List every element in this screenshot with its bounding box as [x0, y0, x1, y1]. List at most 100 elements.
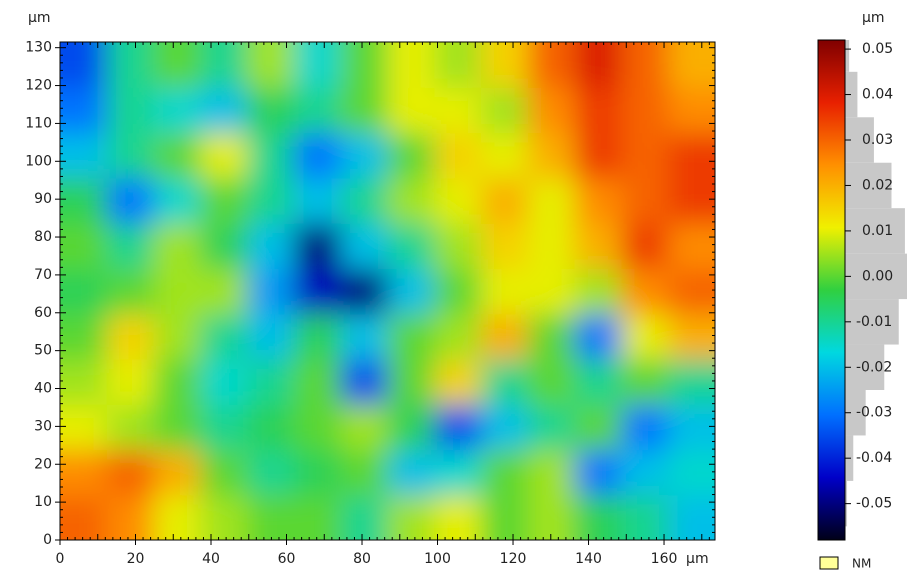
heat-cell [387, 313, 435, 360]
heat-cell [200, 87, 248, 134]
heat-cell [621, 404, 669, 451]
heat-cell [574, 313, 623, 360]
heat-cell [153, 177, 201, 224]
heat-cell [153, 449, 201, 496]
heat-cell [574, 268, 623, 315]
histogram-bar [845, 71, 858, 118]
heat-cell [481, 404, 529, 451]
heat-cell [481, 87, 529, 134]
heat-cell [60, 313, 108, 360]
heat-cell [200, 177, 248, 224]
heat-cell [434, 313, 482, 360]
x-tick-label: 80 [353, 551, 371, 567]
heat-cell [621, 132, 669, 179]
heat-cell [527, 87, 576, 134]
heat-cell [481, 358, 529, 405]
heat-cell [60, 42, 108, 88]
heat-cell [200, 313, 248, 360]
colorbar [817, 39, 846, 541]
heat-cell [668, 449, 715, 496]
heat-cell [153, 404, 201, 451]
heat-cell [481, 449, 529, 496]
heat-cell [60, 132, 108, 179]
heat-cell [621, 42, 669, 88]
heat-cell [247, 358, 295, 405]
heat-cell [527, 223, 576, 269]
heat-cell [153, 268, 201, 315]
heat-cell [434, 268, 482, 315]
heat-cell [527, 494, 576, 540]
colorbar-tick-label: -0.02 [856, 359, 892, 375]
heat-cell [434, 404, 482, 451]
colorbar-tick-label: 0.01 [862, 223, 893, 239]
heat-cell [621, 87, 669, 134]
heat-cell [574, 404, 623, 451]
y-tick-label: 80 [34, 229, 52, 245]
heat-cell [481, 177, 529, 224]
histogram-bar [845, 390, 866, 436]
heat-cell [574, 42, 623, 88]
x-tick-label: 20 [127, 551, 145, 567]
heat-cell [247, 223, 295, 269]
histogram-bar [845, 40, 850, 72]
heat-cell [293, 42, 342, 88]
heat-cell [527, 404, 576, 451]
heat-cell [60, 87, 108, 134]
y-tick-label: 50 [34, 343, 52, 359]
heat-cell [106, 449, 155, 496]
heat-cell [153, 313, 201, 360]
heat-cell [621, 223, 669, 269]
plot-frame [59, 41, 716, 541]
y-tick-label: 70 [34, 267, 52, 283]
heat-cell [340, 358, 389, 405]
heat-cell [293, 358, 342, 405]
heat-cell [621, 177, 669, 224]
x-tick-label: 120 [500, 551, 527, 567]
y-tick-label: 40 [34, 381, 52, 397]
heat-cell [340, 313, 389, 360]
heat-cell [481, 268, 529, 315]
y-tick-label: 30 [34, 418, 52, 434]
heat-cell [481, 223, 529, 269]
heat-cell [621, 358, 669, 405]
heat-cell [60, 268, 108, 315]
heat-cell [106, 358, 155, 405]
y-tick-label: 20 [34, 456, 52, 472]
heat-cell [247, 177, 295, 224]
heat-cell [200, 358, 248, 405]
y-tick-label: 120 [25, 78, 52, 94]
legend-swatch [819, 556, 839, 570]
heat-cell [387, 268, 435, 315]
x-tick-label: 100 [424, 551, 451, 567]
heat-cell [527, 449, 576, 496]
heat-cell [668, 177, 715, 224]
legend-label: NM [852, 557, 871, 571]
heat-cell [527, 313, 576, 360]
colorbar-tick-label: 0.03 [862, 132, 893, 148]
heat-cell [481, 42, 529, 88]
heat-cell [106, 223, 155, 269]
histogram-bar [845, 299, 899, 345]
y-tick-label: 60 [34, 305, 52, 321]
heat-cell [481, 132, 529, 179]
heat-cell [247, 404, 295, 451]
heat-cell [340, 177, 389, 224]
heat-cell [668, 132, 715, 179]
heat-cell [387, 132, 435, 179]
heat-cell [668, 268, 715, 315]
x-tick-label: 160 [651, 551, 678, 567]
heat-cell [60, 404, 108, 451]
y-tick-label: 130 [25, 40, 52, 56]
heat-cell [668, 404, 715, 451]
heat-cell [200, 449, 248, 496]
heat-cell [387, 494, 435, 540]
heat-cell [668, 313, 715, 360]
heat-cell [434, 449, 482, 496]
heat-cell [340, 449, 389, 496]
heat-cell [434, 494, 482, 540]
heat-cell [574, 358, 623, 405]
histogram-bar [845, 253, 907, 300]
heat-cell [153, 132, 201, 179]
colorbar-unit: µm [862, 10, 885, 26]
heat-cell [293, 494, 342, 540]
